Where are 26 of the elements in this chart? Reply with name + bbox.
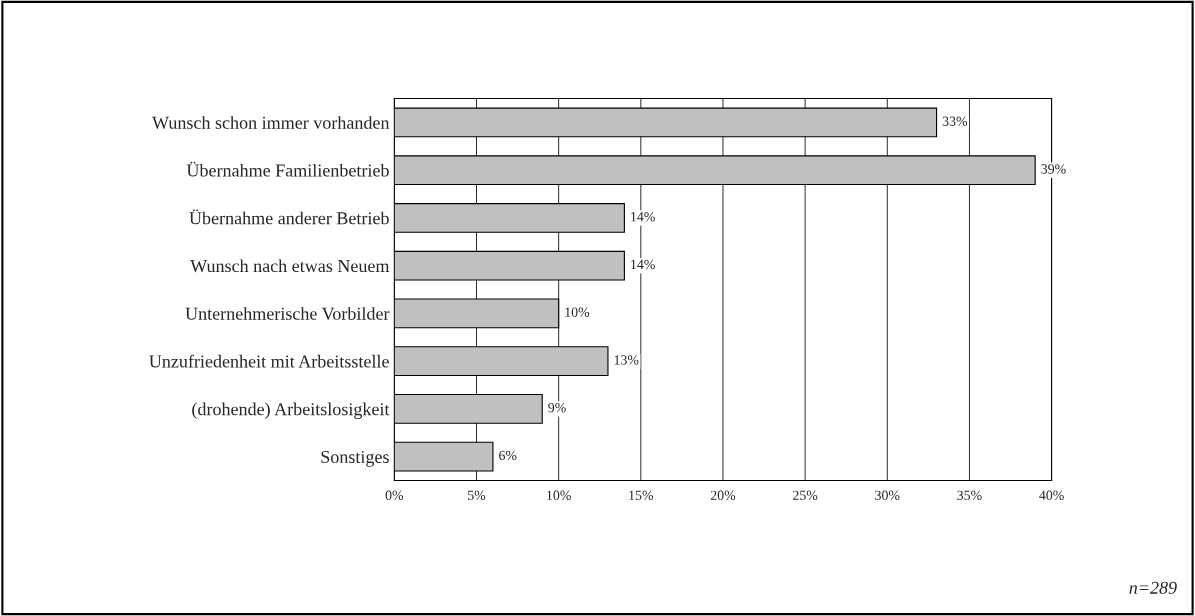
x-tick-label: 5% xyxy=(468,490,486,501)
text: n=289 xyxy=(1129,581,1177,594)
x-tick-label: 25% xyxy=(793,490,818,501)
x-tick-label: 0% xyxy=(385,490,404,501)
x-tick-label: 15% xyxy=(629,490,654,501)
data-label: 13% xyxy=(614,355,639,365)
y-tick-label: Sonstiges xyxy=(321,450,389,467)
data-label: 6% xyxy=(499,450,517,461)
y-tick-label: Wunsch nach etwas Neuem xyxy=(190,259,390,273)
y-tick-label: (drohende) Arbeitslosigkeit xyxy=(192,402,390,420)
data-label: 14% xyxy=(631,259,655,270)
y-tick-label: Übernahme Familienbetrieb xyxy=(186,161,389,177)
y-tick-label: Unzufriedenheit mit Arbeitsstelle xyxy=(149,354,389,368)
x-tick-label: 30% xyxy=(875,490,900,501)
data-label: 10% xyxy=(565,307,590,317)
data-label: 9% xyxy=(548,402,566,413)
data-label: 33% xyxy=(942,116,968,126)
y-tick-label: Wunsch schon immer vorhanden xyxy=(152,116,390,129)
x-tick-label: 10% xyxy=(547,490,571,501)
x-tick-label: 40% xyxy=(1039,490,1064,501)
data-label: 14% xyxy=(631,212,655,222)
x-tick-label: 20% xyxy=(710,490,736,501)
y-tick-label: Unternehmerische Vorbilder xyxy=(185,307,390,320)
y-tick-label: Übernahme anderer Betrieb xyxy=(189,209,389,225)
data-label: 39% xyxy=(1041,164,1066,174)
x-tick-label: 35% xyxy=(957,490,982,501)
